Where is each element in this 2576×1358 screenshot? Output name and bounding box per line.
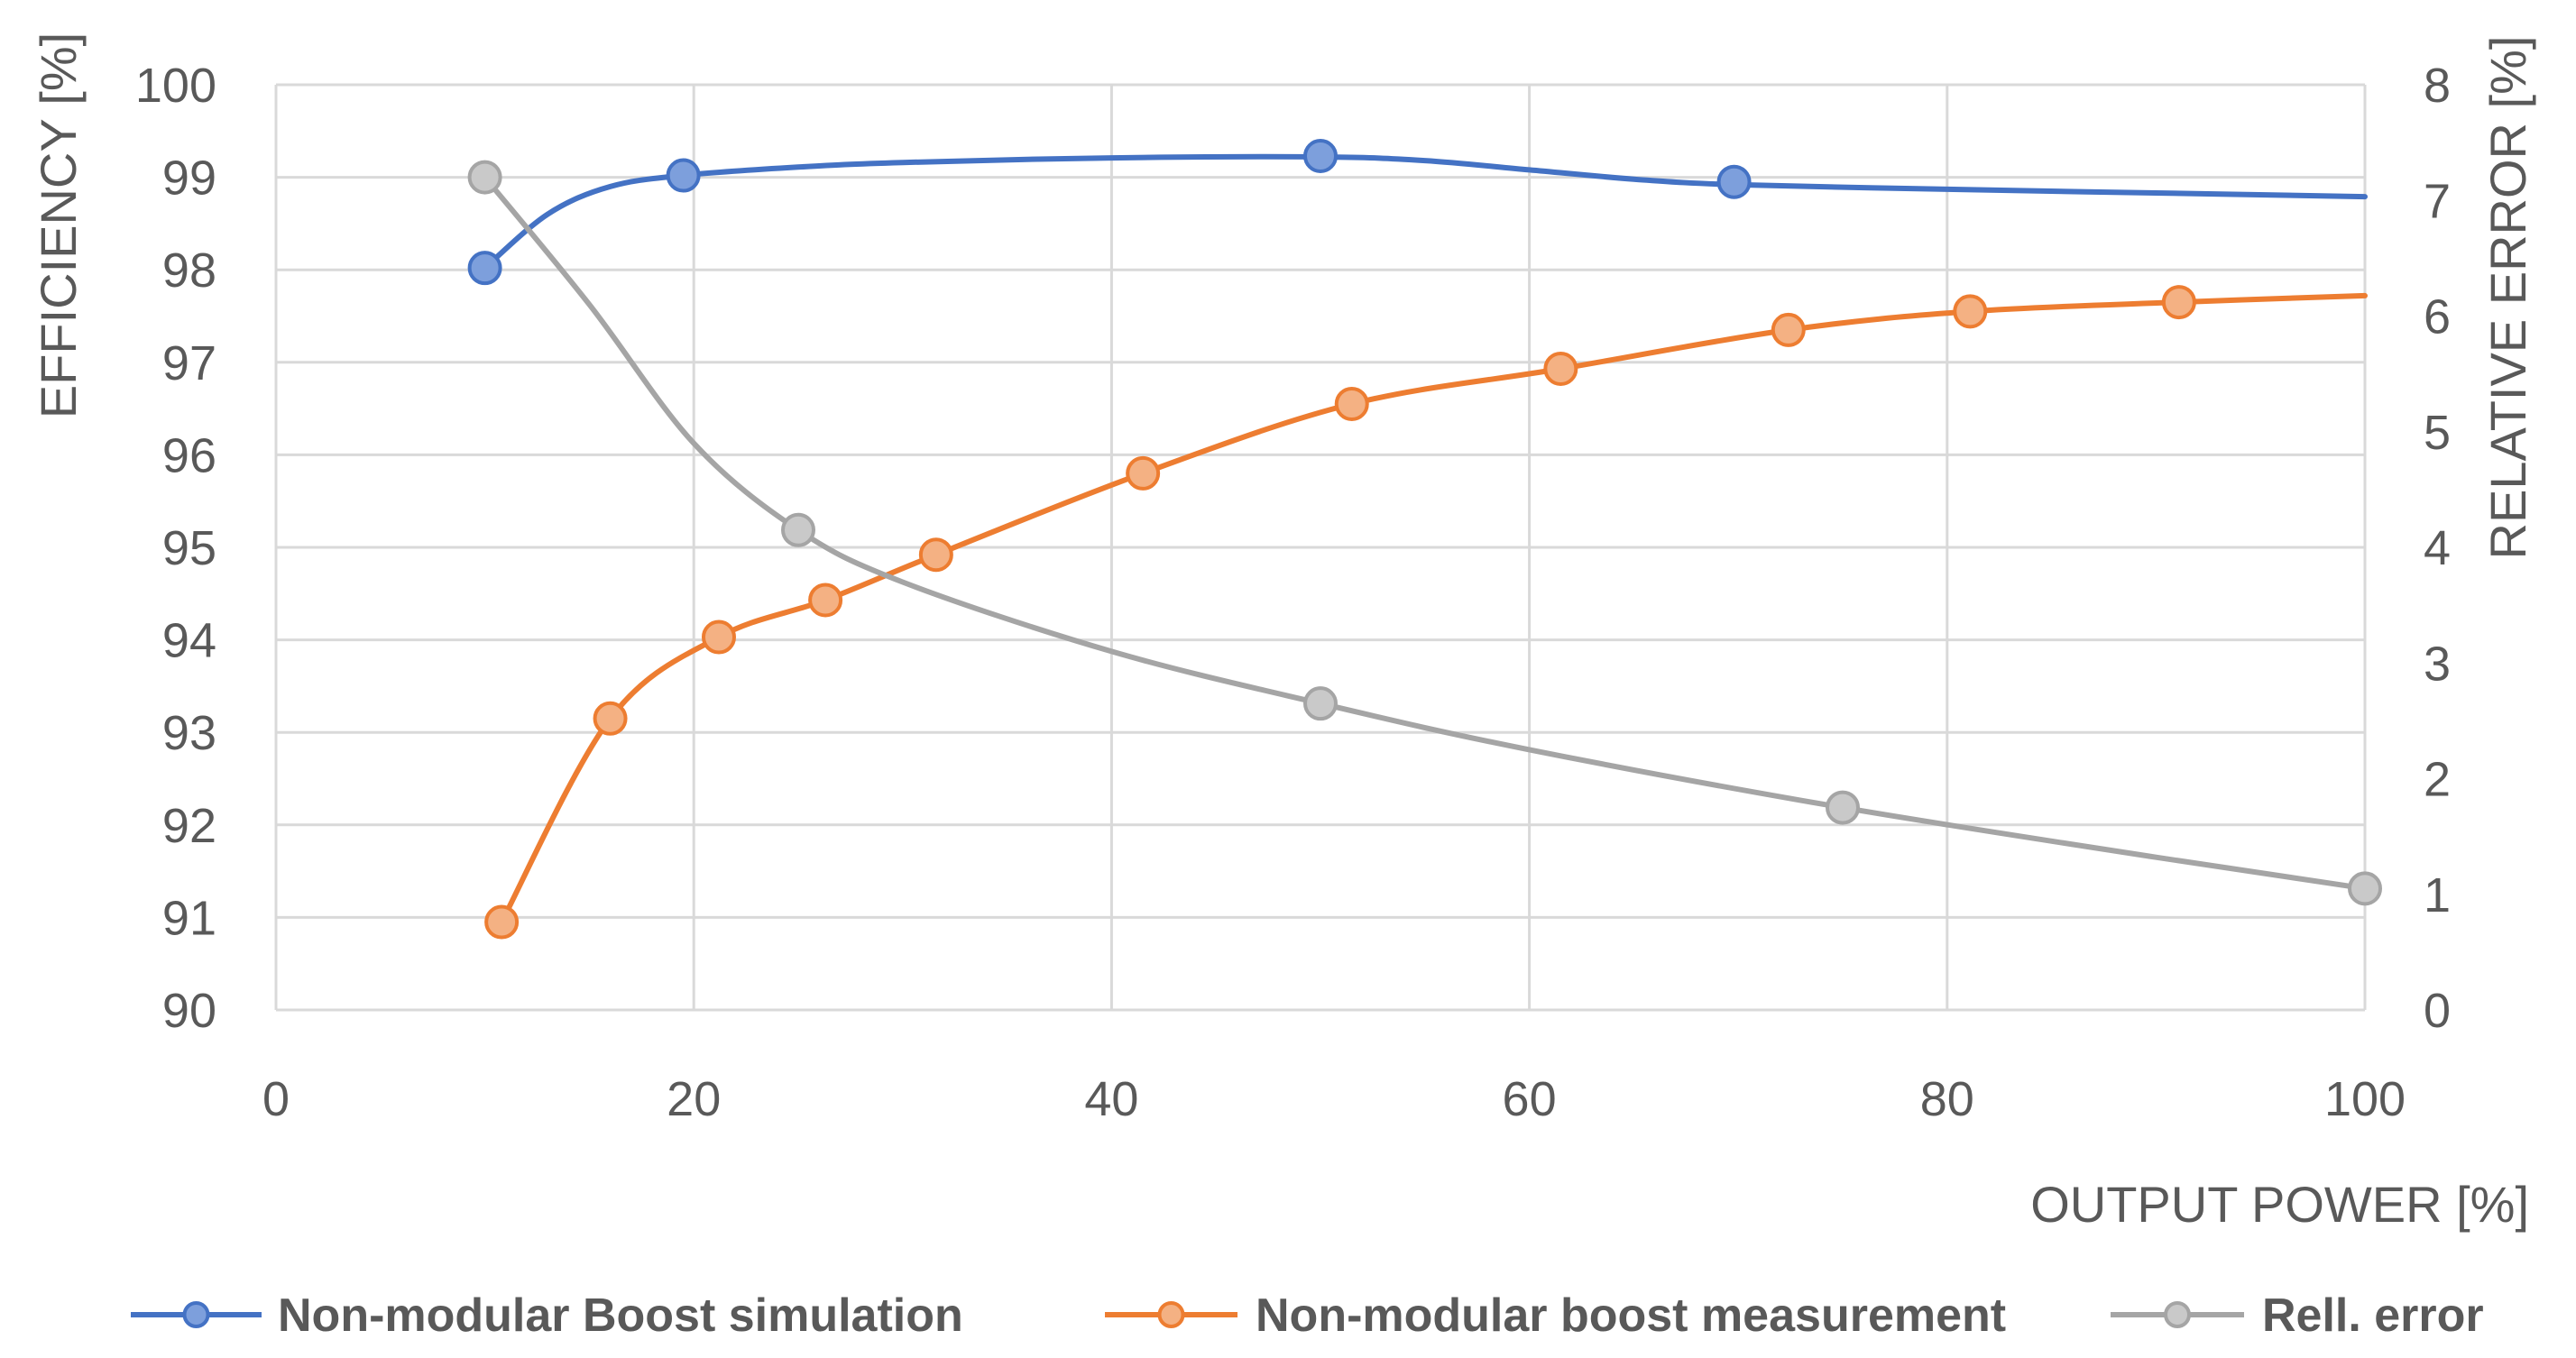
legend-marker	[2164, 1301, 2191, 1328]
y2-tick-label: 6	[2424, 290, 2451, 344]
y-tick-label: 98	[162, 243, 216, 298]
data-point-non-modular-boost-simulation	[1303, 139, 1338, 174]
gridlines	[274, 83, 2367, 1012]
data-point-rell-error	[467, 160, 502, 195]
legend-label: Non-modular boost measurement	[1256, 1289, 2006, 1342]
data-point-non-modular-boost-measurement	[1126, 455, 1161, 491]
data-point-non-modular-boost-measurement	[808, 583, 843, 618]
y-axis-right-ticks: 0 1 2 3 4 5 6 7 8	[2424, 59, 2451, 1038]
data-point-non-modular-boost-measurement	[918, 537, 953, 573]
x-tick-label: 100	[2324, 1072, 2406, 1126]
y2-tick-label: 8	[2424, 59, 2451, 113]
legend-item-non-modular-boost-simulation: Non-modular Boost simulation	[131, 1289, 963, 1342]
data-point-non-modular-boost-simulation	[467, 251, 502, 286]
legend-item-rell-error: Rell. error	[2111, 1289, 2484, 1342]
y-tick-label: 97	[162, 336, 216, 390]
data-point-non-modular-boost-measurement	[1334, 386, 1369, 421]
legend-marker	[182, 1301, 210, 1328]
y-axis-right-title: RELATIVE ERROR [%]	[2479, 36, 2536, 560]
data-point-non-modular-boost-simulation	[1716, 164, 1752, 199]
y-tick-label: 90	[162, 984, 216, 1038]
data-point-rell-error	[2348, 871, 2382, 906]
legend-item-non-modular-boost-measurement: Non-modular boost measurement	[1105, 1289, 2006, 1342]
legend-label: Non-modular Boost simulation	[278, 1289, 963, 1342]
x-axis-ticks: 0 20 40 60 80 100	[262, 1072, 2406, 1126]
data-point-rell-error	[1826, 790, 1860, 825]
data-point-rell-error	[781, 512, 815, 547]
data-point-rell-error	[1303, 686, 1338, 721]
series-line-non-modular-boost-measurement	[499, 292, 2368, 925]
y-tick-label: 94	[162, 614, 216, 668]
series-markers	[467, 139, 2382, 940]
data-point-non-modular-boost-measurement	[1771, 312, 1806, 347]
y2-tick-label: 4	[2424, 521, 2451, 575]
y2-tick-label: 3	[2424, 637, 2451, 691]
y2-tick-label: 0	[2424, 984, 2451, 1038]
x-axis-title: OUTPUT POWER [%]	[2030, 1176, 2529, 1233]
x-tick-label: 20	[667, 1072, 721, 1126]
x-tick-label: 80	[1920, 1072, 1974, 1126]
data-point-non-modular-boost-simulation	[666, 158, 701, 193]
y-tick-label: 91	[162, 891, 216, 945]
data-point-non-modular-boost-measurement	[593, 701, 628, 736]
y2-tick-label: 5	[2424, 406, 2451, 460]
series-line-non-modular-boost-simulation	[482, 153, 2368, 271]
data-point-non-modular-boost-measurement	[2161, 285, 2196, 320]
y2-tick-label: 7	[2424, 174, 2451, 228]
y2-tick-label: 2	[2424, 753, 2451, 807]
data-point-non-modular-boost-measurement	[1953, 294, 1988, 329]
y-tick-label: 99	[162, 151, 216, 206]
x-tick-label: 60	[1503, 1072, 1557, 1126]
y-tick-label: 100	[135, 59, 216, 113]
data-point-non-modular-boost-measurement	[484, 904, 520, 940]
legend: Non-modular Boost simulation Non-modular …	[131, 1289, 2484, 1342]
y-tick-label: 96	[162, 428, 216, 482]
y-tick-label: 95	[162, 521, 216, 575]
legend-marker	[1157, 1301, 1185, 1328]
x-tick-label: 0	[262, 1072, 290, 1126]
series-lines	[482, 153, 2368, 925]
legend-label: Rell. error	[2262, 1289, 2484, 1342]
series-line-rell-error	[482, 174, 2368, 892]
y-tick-label: 93	[162, 706, 216, 760]
data-point-non-modular-boost-measurement	[701, 619, 736, 655]
x-tick-label: 40	[1084, 1072, 1138, 1126]
data-point-non-modular-boost-measurement	[1543, 351, 1578, 386]
y-tick-label: 92	[162, 799, 216, 853]
y2-tick-label: 1	[2424, 868, 2451, 922]
y-axis-left-ticks: 90 91 92 93 94 95 96 97 98 99 100	[135, 59, 216, 1038]
y-axis-left-title: EFFICIENCY [%]	[30, 32, 87, 418]
